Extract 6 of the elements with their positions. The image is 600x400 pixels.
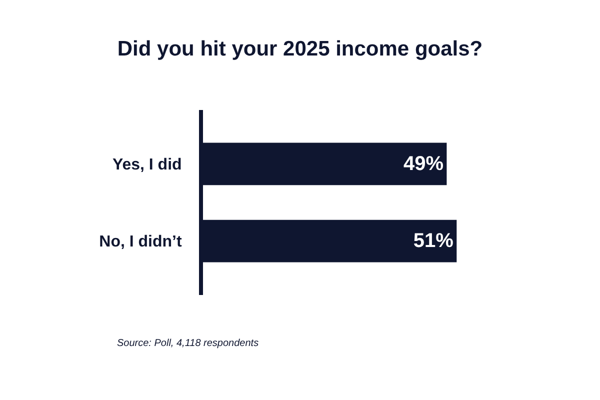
data-label: 49% (403, 152, 444, 175)
source-note: Source: Poll, 4,118 respondents (117, 338, 259, 349)
data-label: 51% (413, 230, 454, 252)
y-tick-label: Yes, I did (112, 156, 182, 174)
y-tick-label: No, I didn’t (99, 234, 182, 251)
chart-title: Did you hit your 2025 income goals? (117, 37, 483, 60)
